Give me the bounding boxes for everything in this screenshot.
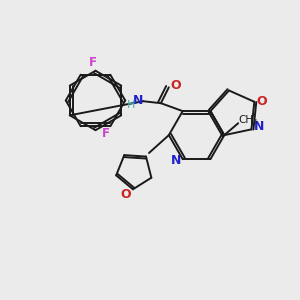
Text: O: O (170, 79, 181, 92)
Text: N: N (171, 154, 181, 167)
Text: O: O (256, 95, 267, 108)
Text: N: N (133, 94, 143, 107)
Text: CH₃: CH₃ (238, 115, 258, 125)
Text: O: O (121, 188, 131, 201)
Text: H: H (127, 100, 135, 110)
Text: F: F (88, 56, 97, 69)
Text: N: N (254, 120, 265, 133)
Text: F: F (101, 127, 110, 140)
